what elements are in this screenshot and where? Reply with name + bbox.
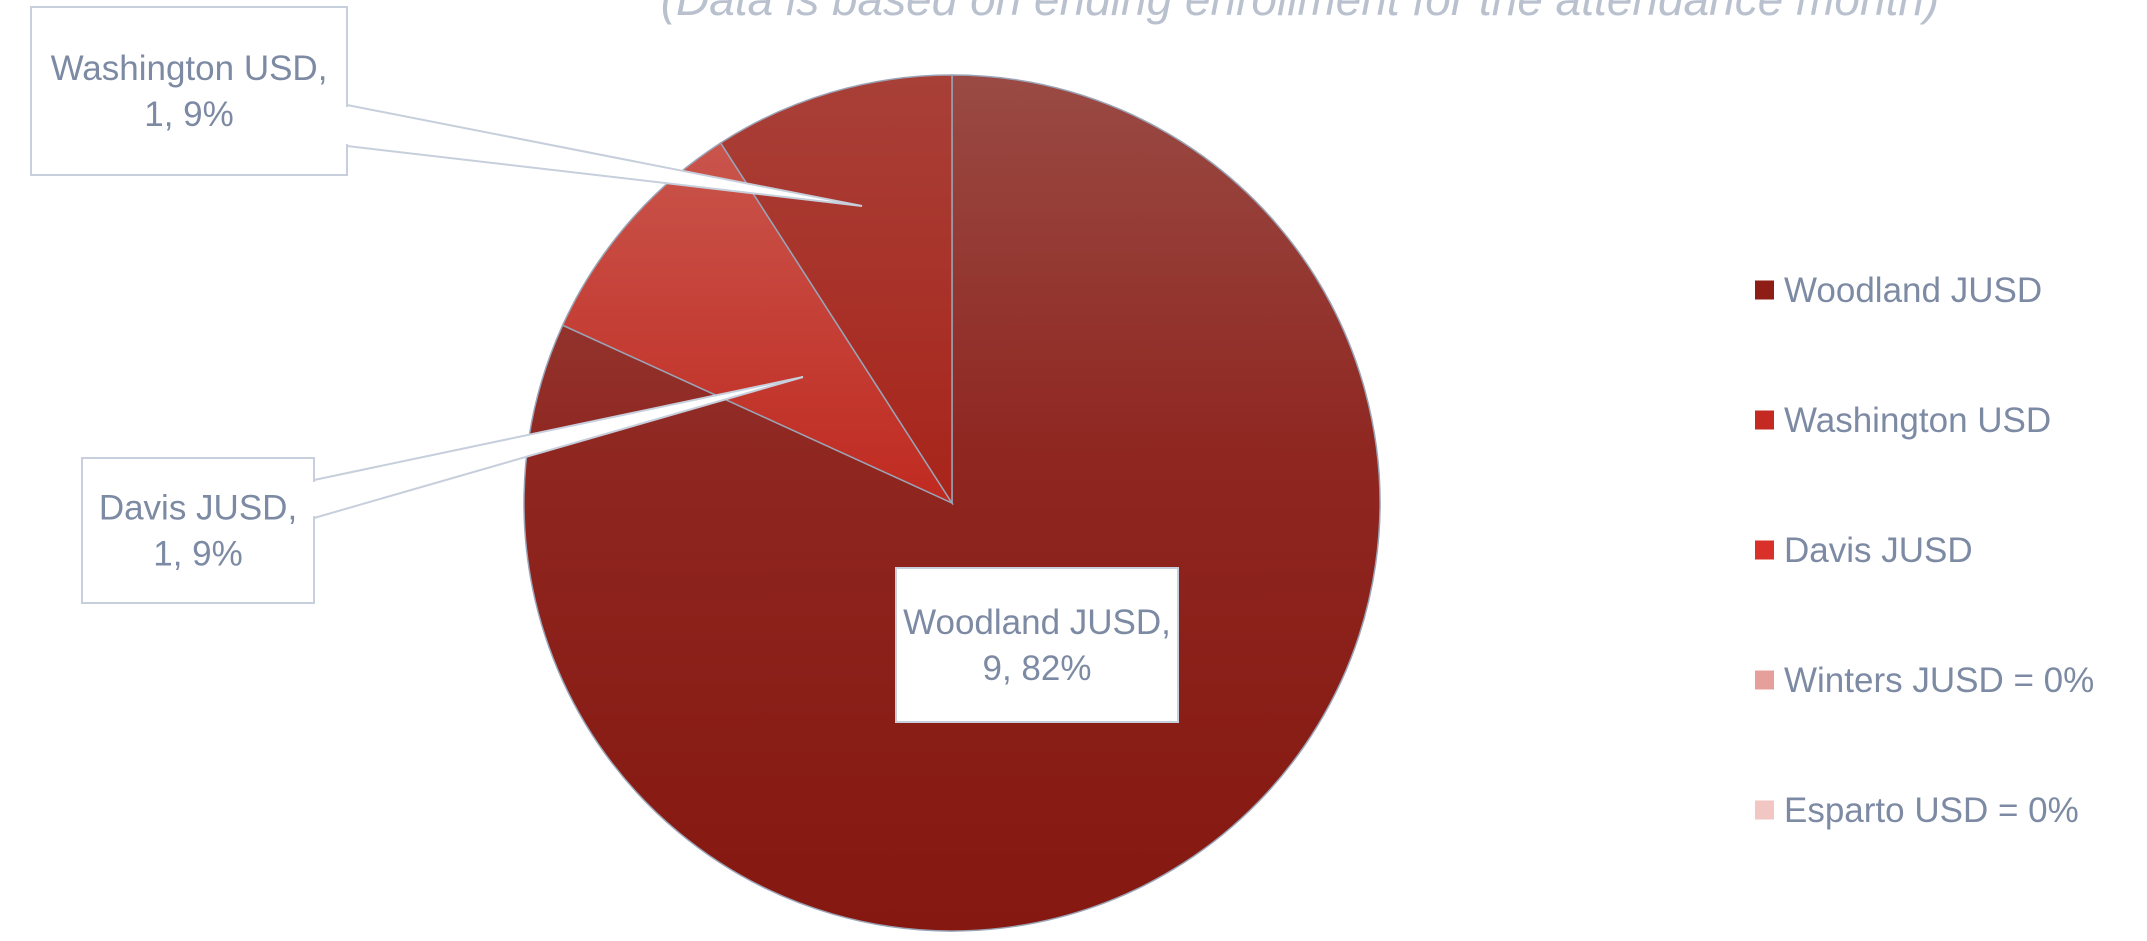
legend-label: Washington USD bbox=[1784, 401, 2051, 440]
data-label-davis-jusd: Davis JUSD, 1, 9% bbox=[81, 376, 804, 604]
chart-subtitle: (Data is based on ending enrollment for … bbox=[560, 0, 2040, 26]
legend-swatch bbox=[1755, 800, 1774, 820]
data-label-line: 9, 82% bbox=[983, 649, 1092, 688]
legend-label: Woodland JUSD bbox=[1784, 271, 2042, 310]
legend-label: Esparto USD = 0% bbox=[1784, 791, 2079, 830]
callout-box bbox=[81, 457, 315, 604]
legend-item-esparto-usd-0: Esparto USD = 0% bbox=[1755, 791, 2079, 830]
data-label-line: Washington USD, bbox=[51, 49, 328, 88]
legend-item-davis-jusd: Davis JUSD bbox=[1755, 531, 1973, 570]
chart-legend: Woodland JUSD Washington USD Davis JUSD Win… bbox=[1755, 271, 2094, 830]
data-label-line: 1, 9% bbox=[153, 535, 243, 574]
callout-box bbox=[895, 567, 1179, 723]
legend-swatch bbox=[1755, 280, 1774, 300]
legend-swatch bbox=[1755, 410, 1774, 430]
pie-slice-washington-usd bbox=[561, 141, 955, 505]
data-label-text: Washington USD, 1, 9% bbox=[51, 49, 328, 134]
legend-item-woodland-jusd: Woodland JUSD bbox=[1755, 271, 2042, 310]
data-label-line: 1, 9% bbox=[144, 95, 234, 134]
legend-label: Davis JUSD bbox=[1784, 531, 1973, 570]
legend-swatch bbox=[1755, 670, 1774, 690]
data-label-line: Woodland JUSD, bbox=[903, 603, 1171, 642]
legend-item-washington-usd: Washington USD bbox=[1755, 401, 2051, 440]
legend-item-winters-jusd-0: Winters JUSD = 0% bbox=[1755, 661, 2094, 700]
data-label-line: Davis JUSD, bbox=[99, 489, 297, 528]
pie-slice-davis-jusd bbox=[719, 74, 953, 506]
legend-swatch bbox=[1755, 540, 1774, 560]
data-label-woodland-jusd: Woodland JUSD, 9, 82% bbox=[895, 567, 1179, 723]
data-label-text: Woodland JUSD, 9, 82% bbox=[903, 603, 1171, 688]
data-label-text: Davis JUSD, 1, 9% bbox=[99, 489, 297, 574]
callout-box bbox=[30, 6, 348, 176]
legend-label: Winters JUSD = 0% bbox=[1784, 661, 2094, 700]
data-label-washington-usd: Washington USD, 1, 9% bbox=[30, 6, 863, 207]
